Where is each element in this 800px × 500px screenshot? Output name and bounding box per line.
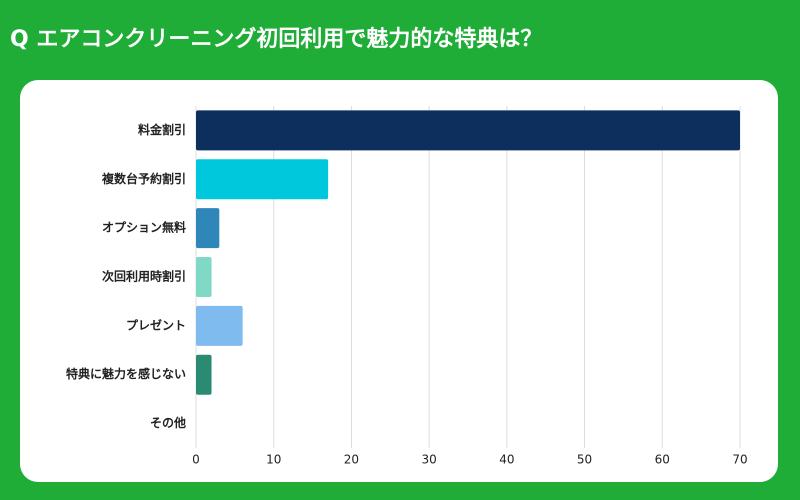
x-tick-label: 70: [732, 453, 747, 467]
y-tick-label: 次回利用時割引: [102, 269, 186, 284]
bar: [196, 257, 212, 297]
bar: [196, 354, 212, 395]
y-tick-label: その他: [150, 415, 186, 430]
bar: [196, 208, 220, 249]
bar: [196, 305, 243, 346]
bar: [196, 110, 740, 151]
x-tick-label: 20: [344, 453, 359, 467]
chart-title: Q エアコンクリーニング初回利用で魅力的な特典は？: [10, 26, 542, 52]
y-tick-label: 特典に魅力を感じない: [66, 366, 186, 381]
bar: [196, 159, 329, 200]
y-tick-label: 複数台予約割引: [101, 171, 186, 186]
y-tick-label: プレゼント: [126, 317, 186, 332]
y-tick-label: オプション無料: [102, 220, 186, 235]
x-tick-label: 30: [422, 453, 437, 467]
x-tick-label: 60: [655, 453, 670, 467]
x-tick-label: 0: [192, 453, 200, 467]
x-tick-label: 10: [266, 453, 281, 467]
x-tick-label: 40: [499, 453, 514, 467]
y-tick-label: 料金割引: [138, 122, 186, 137]
x-tick-label: 50: [577, 453, 592, 467]
